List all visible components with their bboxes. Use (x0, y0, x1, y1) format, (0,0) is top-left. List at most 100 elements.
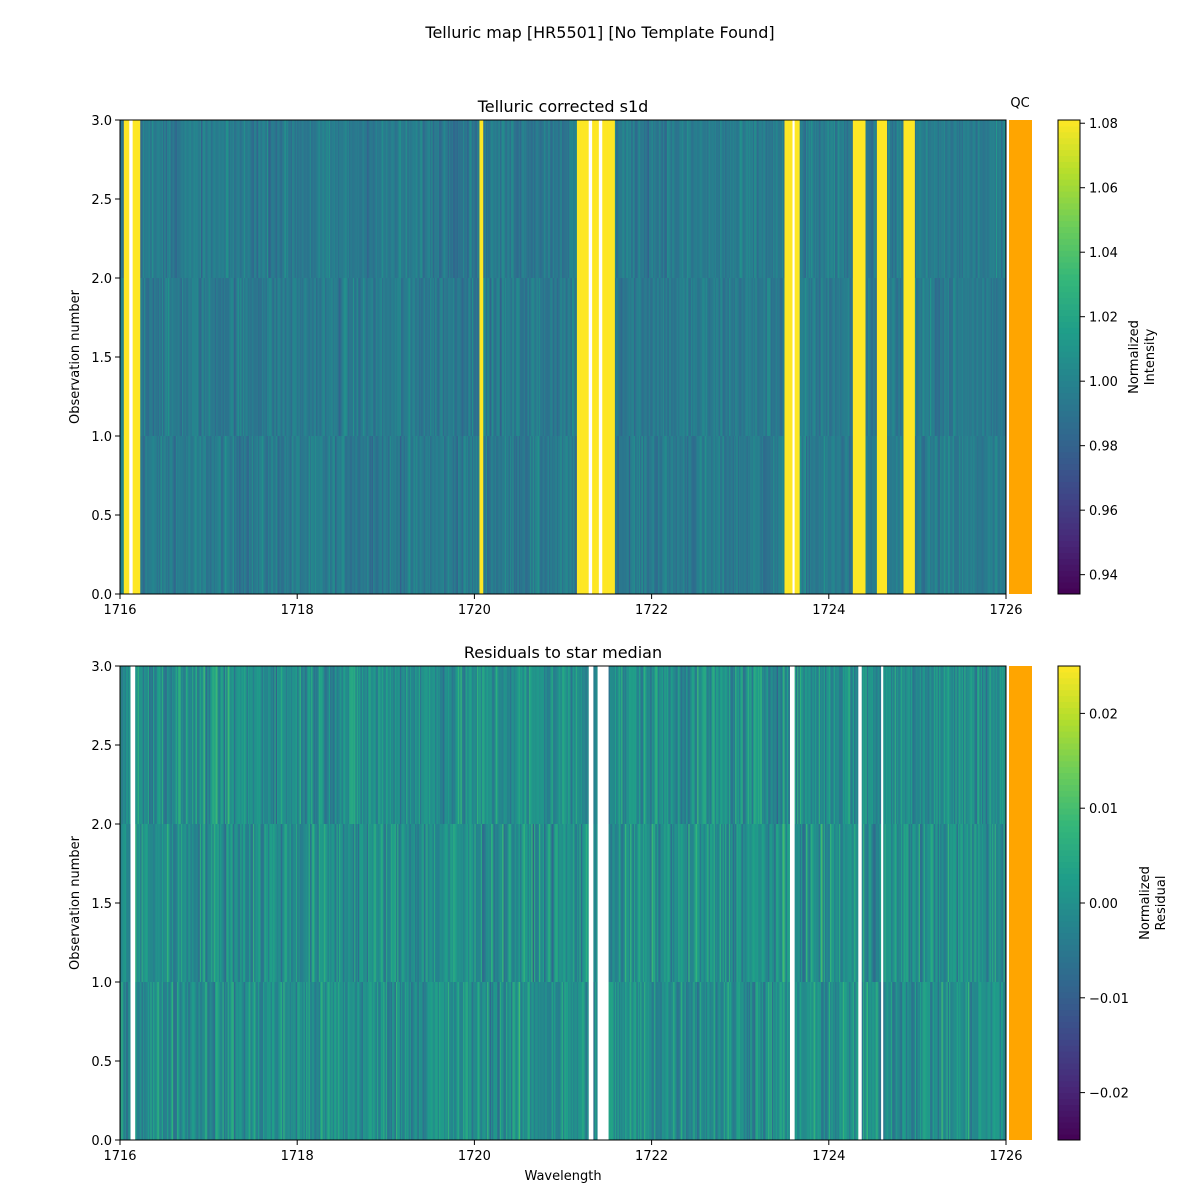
heatmap-cell (978, 120, 980, 278)
heatmap-cell (987, 982, 989, 1140)
heatmap-cell (304, 824, 307, 982)
colorbar-segment (1058, 155, 1080, 162)
heatmap-cell (613, 824, 616, 982)
heatmap-cell (771, 436, 774, 594)
heatmap-cell (685, 824, 688, 982)
heatmap-cell (695, 982, 698, 1140)
heatmap-cell (156, 666, 159, 824)
heatmap-cell (847, 436, 850, 594)
heatmap-cell (990, 436, 993, 594)
heatmap-cell (728, 824, 731, 982)
heatmap-cell (856, 666, 859, 824)
heatmap-cell (994, 982, 997, 1140)
heatmap-cell (266, 120, 269, 278)
heatmap-cell (795, 278, 798, 436)
heatmap-cell (831, 666, 833, 824)
heatmap-cell (593, 436, 596, 594)
heatmap-cell (822, 666, 825, 824)
colorbar-label: Intensity (1143, 328, 1158, 385)
heatmap-cell (154, 982, 156, 1140)
heatmap-cell (137, 982, 140, 1140)
heatmap-cell (950, 666, 952, 824)
heatmap-cell (259, 982, 261, 1140)
heatmap-cell (323, 436, 326, 594)
heatmap-cell (246, 120, 249, 278)
heatmap-cell (837, 666, 840, 824)
heatmap-cell (879, 120, 882, 278)
heatmap-cell (279, 120, 282, 278)
heatmap-cell (764, 666, 766, 824)
heatmap-cell (984, 824, 987, 982)
heatmap-cell (557, 982, 560, 1140)
heatmap-cell (487, 666, 489, 824)
heatmap-cell (455, 436, 458, 594)
heatmap-cell (1002, 436, 1004, 594)
heatmap-cell (660, 824, 663, 982)
heatmap-cell (727, 824, 730, 982)
colorbar-segment (1058, 944, 1080, 951)
heatmap-cell (625, 982, 627, 1140)
heatmap-cell (284, 436, 287, 594)
heatmap-cell (512, 120, 515, 278)
heatmap-cell (631, 278, 634, 436)
heatmap-cell (226, 120, 228, 278)
heatmap-cell (732, 120, 735, 278)
heatmap-cell (371, 982, 374, 1140)
heatmap-cell (571, 436, 574, 594)
heatmap-cell (642, 666, 645, 824)
heatmap-cell (293, 120, 296, 278)
heatmap-cell (494, 824, 497, 982)
heatmap-cell (825, 982, 827, 1140)
heatmap-cell (638, 436, 641, 594)
heatmap-cell (932, 824, 935, 982)
heatmap-cell (530, 666, 532, 824)
heatmap-cell (150, 278, 153, 436)
heatmap-cell (755, 982, 758, 1140)
heatmap-cell (961, 436, 964, 594)
heatmap-cell (659, 666, 661, 824)
heatmap-cell (661, 120, 664, 278)
heatmap-cell (326, 120, 328, 278)
heatmap-cell (641, 278, 644, 436)
heatmap-cell (437, 824, 440, 982)
heatmap-cell (907, 120, 909, 278)
qc-bar (1009, 120, 1032, 594)
heatmap-cell (935, 278, 937, 436)
heatmap-cell (297, 824, 299, 982)
heatmap-cell (417, 982, 420, 1140)
heatmap-cell (892, 824, 894, 982)
heatmap-cell (416, 824, 418, 982)
heatmap-cell (144, 982, 146, 1140)
heatmap-cell (721, 120, 723, 278)
heatmap-cell (325, 120, 327, 278)
heatmap-cell (530, 982, 532, 1140)
colorbar-segment (1058, 766, 1080, 774)
heatmap-cell (954, 824, 956, 982)
heatmap-cell (288, 436, 291, 594)
heatmap-cell (738, 666, 741, 824)
heatmap-cell (227, 982, 230, 1140)
heatmap-cell (674, 278, 677, 436)
heatmap-cell (404, 824, 407, 982)
heatmap-cell (132, 436, 135, 594)
heatmap-cell (693, 824, 696, 982)
heatmap-cell (489, 666, 492, 824)
heatmap-cell (403, 666, 406, 824)
heatmap-cell (650, 120, 652, 278)
heatmap-cell (238, 982, 241, 1140)
heatmap-cell (716, 120, 718, 278)
heatmap-cell (603, 436, 606, 594)
heatmap-cell (352, 436, 355, 594)
heatmap-cell (650, 666, 652, 824)
heatmap-cell (536, 436, 539, 594)
heatmap-cell (135, 824, 137, 982)
heatmap-cell (189, 982, 192, 1140)
heatmap-cell (576, 666, 579, 824)
heatmap-cell (489, 824, 492, 982)
heatmap-cell (952, 824, 955, 982)
heatmap-cell (775, 824, 778, 982)
colorbar-segment (1058, 202, 1080, 210)
heatmap-cell (619, 666, 622, 824)
colorbar-tick-label: 0.94 (1089, 569, 1118, 584)
heatmap-cell (440, 120, 442, 278)
